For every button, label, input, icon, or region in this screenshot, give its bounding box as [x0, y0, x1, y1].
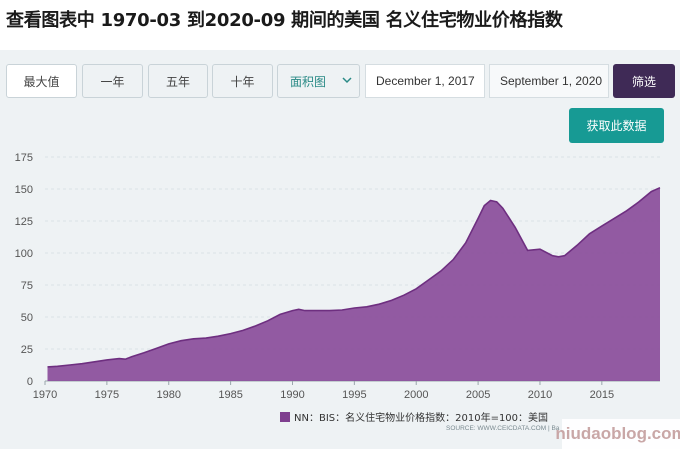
legend-swatch: [280, 411, 290, 422]
x-tick-label: 1985: [218, 389, 242, 401]
get-data-button[interactable]: 获取此数据: [569, 108, 664, 143]
x-tick-label: 1990: [280, 389, 304, 401]
series-line: [47, 186, 661, 368]
y-tick-label: 75: [21, 280, 33, 292]
y-tick-label: 0: [27, 376, 33, 388]
range-max-button[interactable]: 最大值: [6, 64, 77, 98]
x-tick-label: 2010: [528, 389, 552, 401]
legend-label: NN：BIS：名义住宅物业价格指数：2010年=100：美国: [294, 413, 549, 424]
range-10y-button[interactable]: 十年: [212, 64, 273, 98]
watermark: niudaoblog.com: [555, 419, 680, 449]
x-tick-label: 1975: [95, 389, 119, 401]
x-tick-label: 2005: [466, 389, 490, 401]
x-tick-label: 2000: [404, 389, 428, 401]
filter-button[interactable]: 筛选: [613, 64, 675, 98]
x-tick-label: 1970: [33, 389, 57, 401]
source-note: SOURCE: WWW.CEICDATA.COM | Ba: [446, 425, 560, 432]
x-tick-label: 2015: [590, 389, 614, 401]
page-title: 查看图表中 1970-03 到2020-09 期间的美国 名义住宅物业价格指数: [6, 10, 563, 31]
y-tick-label: 50: [21, 312, 33, 324]
chevron-down-icon: [342, 77, 352, 84]
range-1y-button[interactable]: 一年: [82, 64, 143, 98]
x-tick-label: 1995: [342, 389, 366, 401]
start-date-input[interactable]: December 1, 2017: [365, 64, 485, 98]
chart-type-select[interactable]: 面积图: [277, 64, 360, 98]
end-date-input[interactable]: September 1, 2020: [489, 64, 609, 98]
chart-panel: [0, 50, 680, 449]
y-tick-label: 25: [21, 344, 33, 356]
series-area: [47, 187, 660, 381]
y-tick-label: 175: [15, 152, 33, 164]
y-tick-label: 125: [15, 216, 33, 228]
x-tick-label: 1980: [157, 389, 181, 401]
area-chart: 0 25 50 75 100 125 150 175 1970 1975 1980 1985 1990 1…: [15, 152, 661, 401]
range-5y-button[interactable]: 五年: [148, 64, 208, 98]
chart-type-value: 面积图: [290, 74, 327, 89]
y-tick-label: 150: [15, 184, 33, 196]
y-tick-label: 100: [15, 248, 33, 260]
chart-legend[interactable]: NN：BIS：名义住宅物业价格指数：2010年=100：美国: [280, 409, 548, 424]
